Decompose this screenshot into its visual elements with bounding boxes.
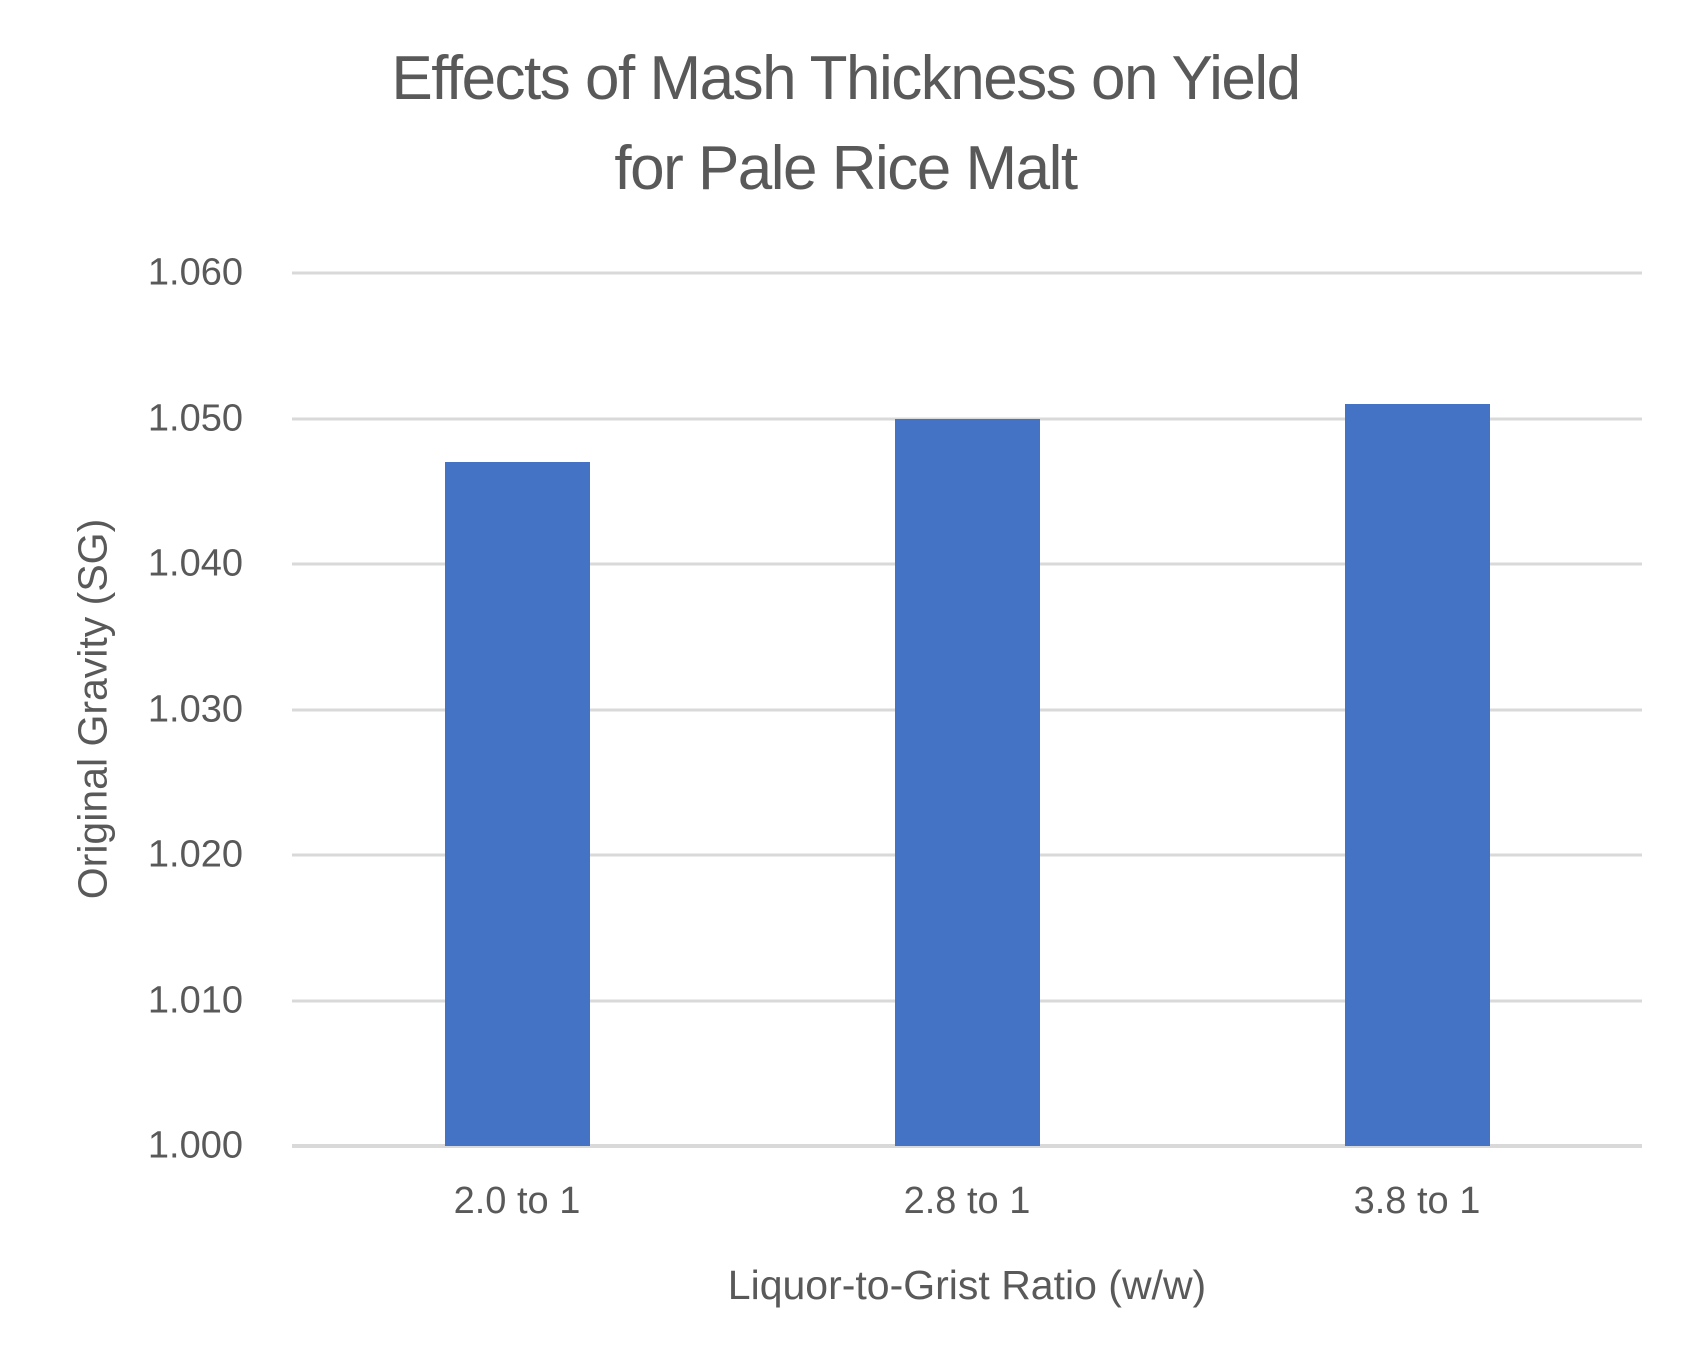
chart-title: Effects of Mash Thickness on Yield for P… [0,34,1691,214]
plot-area [292,271,1642,1148]
x-tick-label: 3.8 to 1 [1353,1180,1481,1222]
x-tick-label: 2.8 to 1 [903,1180,1031,1222]
y-tick-label: 1.020 [147,833,243,876]
bar-3.8-to-1 [1344,403,1490,1146]
y-tick-label: 1.040 [147,542,243,585]
y-tick-label: 1.060 [147,251,243,294]
x-axis-line [292,1144,1642,1148]
y-tick-label: 1.050 [147,397,243,439]
y-tick-label: 1.030 [147,688,243,730]
chart-title-line-1: Effects of Mash Thickness on Yield [391,44,1301,113]
x-tick-label: 2.0 to 1 [453,1180,581,1222]
bar-2.8-to-1 [894,418,1040,1146]
gridline [292,271,1642,275]
bar-2.0-to-1 [444,462,590,1146]
y-tick-label: 1.010 [147,979,243,1021]
chart-title-line-2: for Pale Rice Malt [614,134,1078,203]
x-axis-title: Liquor-to-Grist Ratio (w/w) [727,1262,1207,1308]
y-tick-label: 1.000 [147,1124,243,1167]
